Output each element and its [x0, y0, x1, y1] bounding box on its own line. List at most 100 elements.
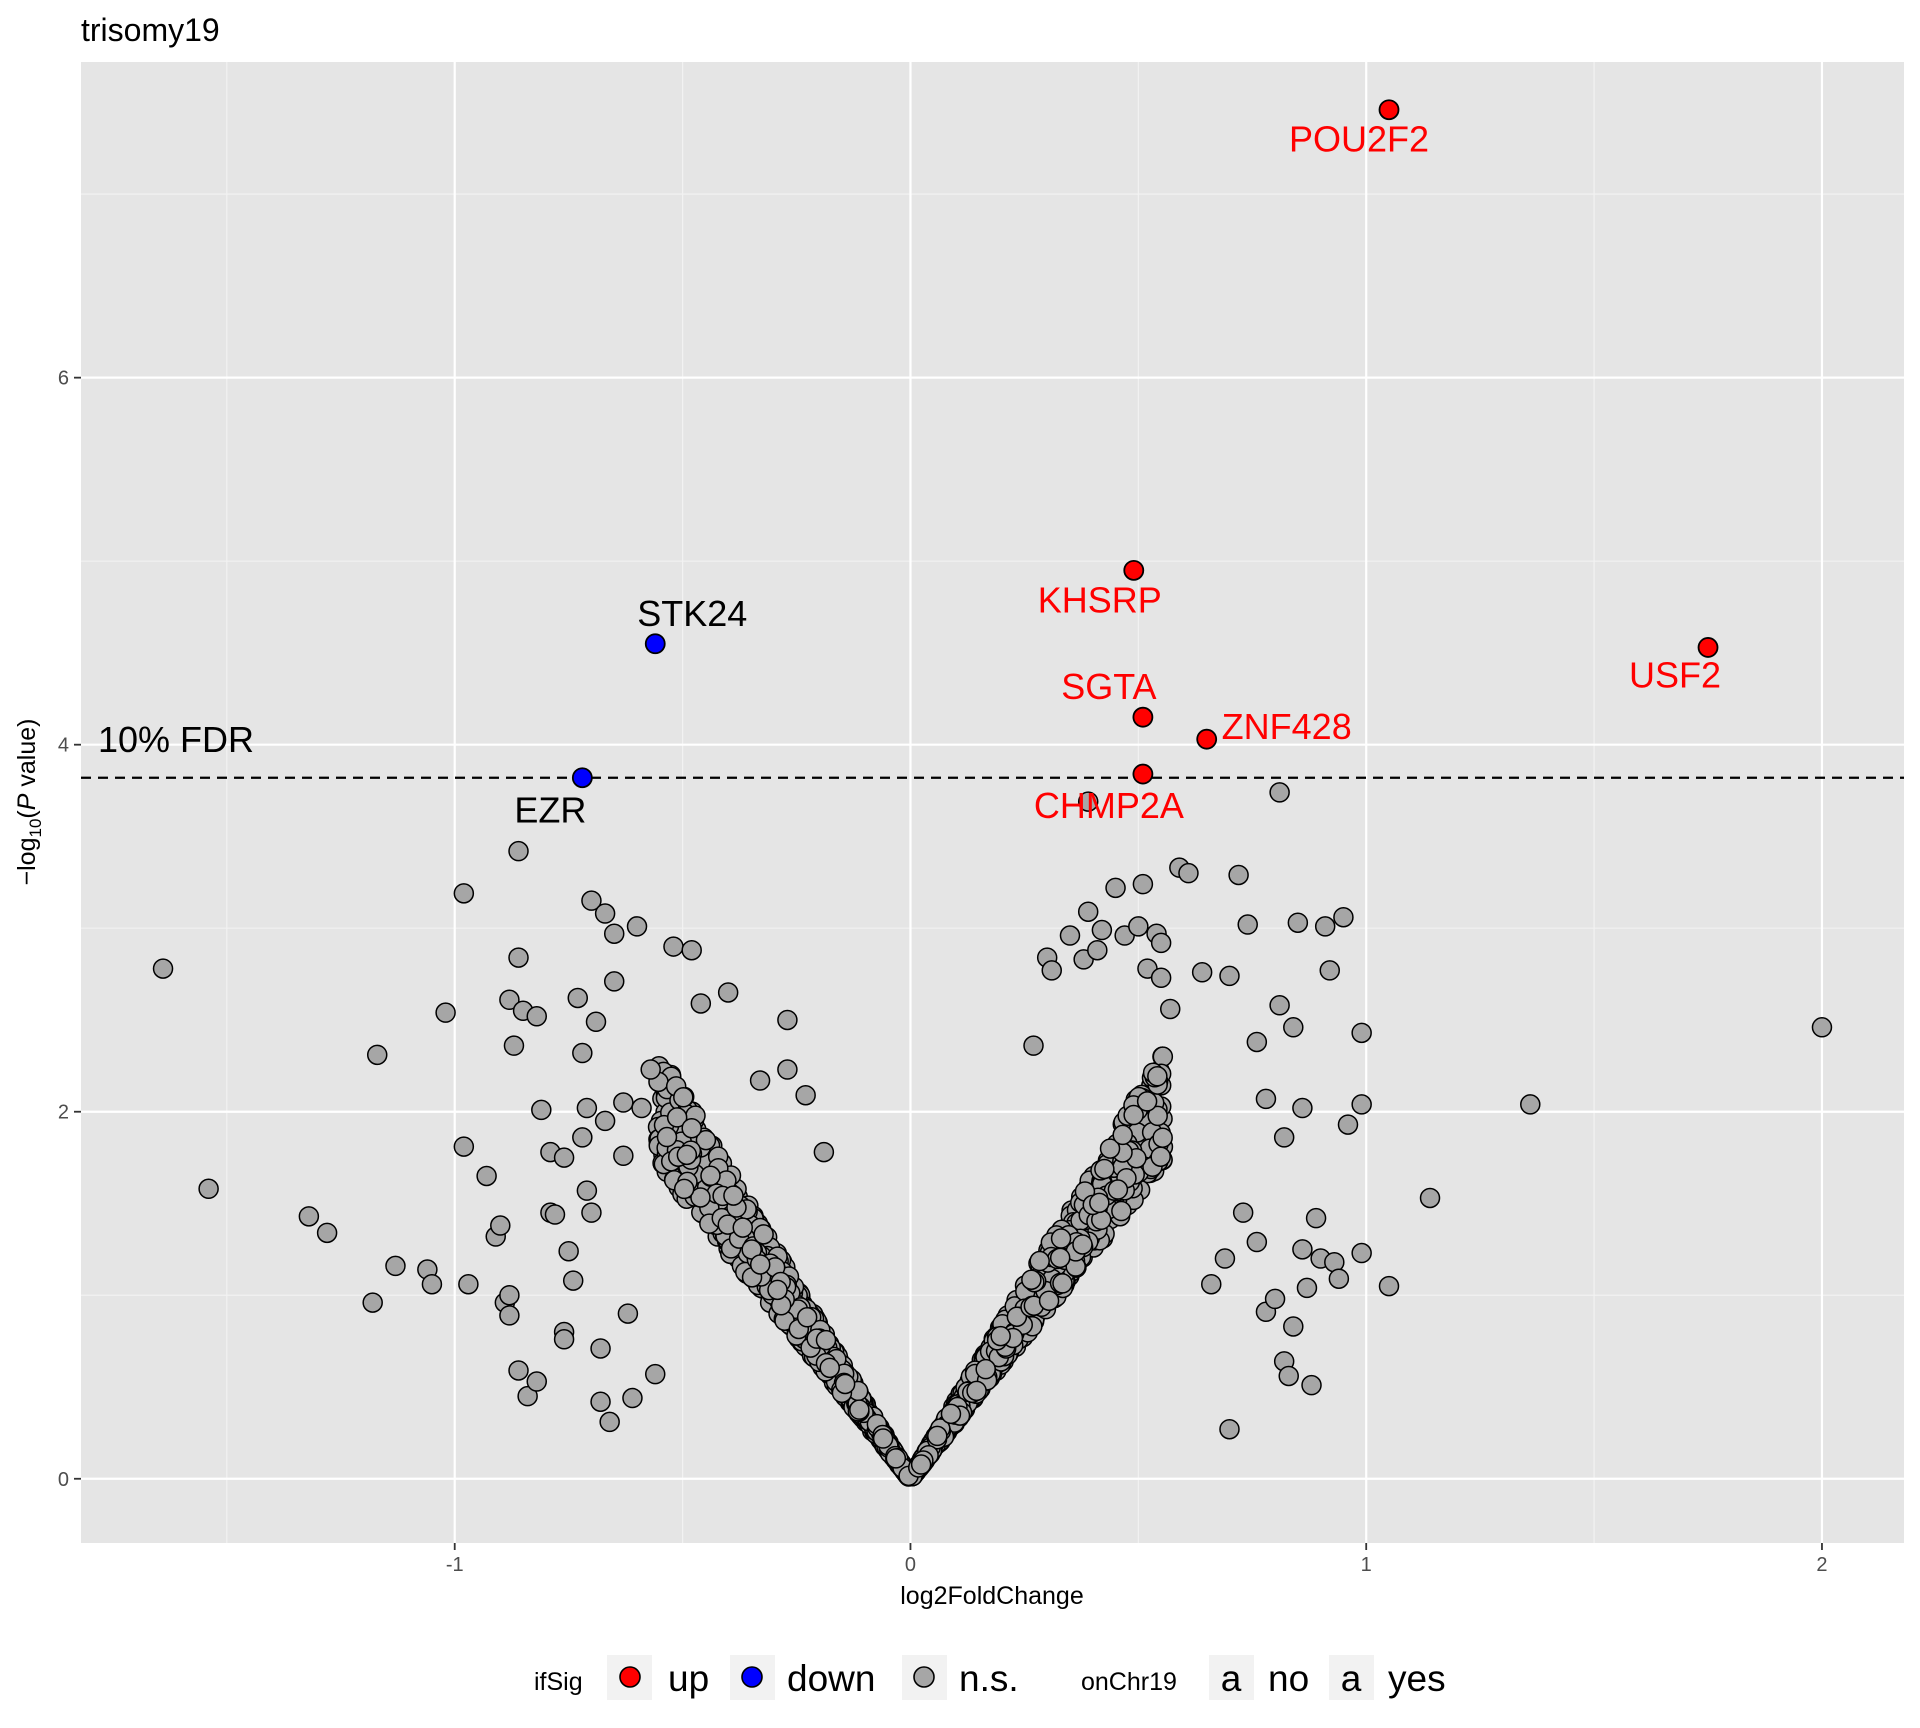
ns-point	[1301, 1374, 1322, 1396]
ns-point	[1077, 791, 1099, 812]
ns-point	[499, 1284, 520, 1306]
ns-point	[1087, 939, 1108, 961]
legend-chr-title: onChr19	[1081, 1668, 1177, 1696]
ns-point	[700, 1165, 721, 1187]
ns-point	[1314, 916, 1336, 937]
ns-point	[1123, 1104, 1144, 1126]
x-tick-label: 0	[905, 1554, 916, 1576]
ns-point	[599, 1411, 620, 1433]
legend-sig-title: ifSig	[534, 1668, 583, 1696]
y-tick-label: 2	[58, 1102, 69, 1124]
ns-point	[594, 1110, 616, 1132]
ns-point	[385, 1255, 406, 1277]
ns-point	[1052, 1273, 1073, 1294]
ns-point	[585, 1011, 607, 1033]
ns-point	[1246, 1231, 1268, 1253]
ns-point	[572, 1042, 593, 1064]
ns-point	[1111, 1200, 1132, 1222]
sig-point-chmp2a	[1132, 763, 1154, 785]
ns-point	[1292, 1239, 1313, 1260]
ns-point	[1128, 916, 1149, 937]
ns-point	[966, 1380, 987, 1402]
ns-point	[1328, 1268, 1350, 1289]
ns-point	[1150, 1146, 1171, 1167]
ns-point	[1287, 912, 1309, 933]
gene-label-usf2: USF2	[1629, 654, 1721, 695]
ns-point	[1319, 960, 1341, 981]
ns-point	[1105, 877, 1126, 899]
ns-point	[1269, 782, 1290, 803]
ns-point	[1333, 906, 1354, 928]
significant-points	[571, 99, 1719, 789]
y-tick-label: 6	[58, 368, 69, 390]
legend-key-up	[619, 1666, 641, 1688]
ns-point	[567, 987, 589, 1009]
legend-key-down	[741, 1666, 763, 1688]
ns-point	[673, 1087, 694, 1108]
legend-key-yes: a	[1341, 1658, 1362, 1699]
ns-point	[490, 1215, 511, 1236]
ns-point	[1147, 1105, 1168, 1127]
ns-point	[576, 1097, 598, 1119]
ns-point	[366, 1044, 388, 1066]
ns-point	[631, 1097, 652, 1119]
ns-point	[910, 1454, 932, 1475]
ns-point	[815, 1329, 837, 1351]
ns-point	[152, 958, 174, 979]
ns-point	[1232, 1202, 1254, 1223]
fdr-label: 10% FDR	[98, 719, 254, 760]
ns-point	[1219, 1418, 1240, 1440]
y-tick-label: 4	[58, 735, 69, 757]
ns-point	[640, 1059, 661, 1080]
ns-point	[562, 1270, 584, 1291]
ns-point	[572, 1127, 593, 1148]
ns-point	[644, 1363, 666, 1385]
ns-point	[1112, 1124, 1133, 1146]
ns-point	[594, 903, 616, 924]
ns-point	[767, 1279, 788, 1301]
ns-point	[717, 982, 739, 1003]
ns-point	[1214, 1248, 1236, 1269]
ns-point	[1283, 1316, 1304, 1337]
gene-label-pou2f2: POU2F2	[1289, 119, 1429, 160]
ns-point	[1050, 1228, 1072, 1249]
ns-point	[581, 1202, 602, 1223]
legend-key-bg	[1209, 1655, 1254, 1700]
gene-label-khsrp: KHSRP	[1038, 579, 1162, 620]
ns-point	[663, 936, 684, 957]
ns-point	[1219, 965, 1240, 987]
ns-point	[1305, 1207, 1327, 1229]
ns-point	[1351, 1022, 1372, 1044]
legend-label-no: no	[1268, 1658, 1309, 1699]
x-tick-label: -1	[446, 1554, 464, 1576]
ns-point	[617, 1303, 639, 1324]
ns-point	[1107, 1179, 1129, 1200]
ns-point	[590, 1391, 611, 1412]
ns-point	[749, 1070, 771, 1091]
ns-point	[1150, 967, 1172, 989]
ns-point	[885, 1448, 907, 1469]
ns-point	[553, 1329, 575, 1350]
legend-label-up: up	[668, 1658, 709, 1699]
ns-point	[849, 1399, 870, 1420]
ns-point	[1191, 962, 1213, 983]
ns-point	[298, 1206, 320, 1227]
y-axis: 0 2 4 6	[58, 368, 81, 1491]
gene-label-ezr: EZR	[514, 790, 586, 831]
ns-point	[626, 916, 648, 937]
sig-point-znf428	[1196, 728, 1218, 750]
ns-point	[666, 1107, 688, 1128]
ns-point	[499, 1305, 520, 1326]
ns-point	[1038, 1290, 1060, 1311]
sig-point-sgta	[1132, 706, 1154, 728]
ns-point	[656, 1126, 678, 1148]
ns-point	[1246, 1031, 1268, 1053]
plot-panel	[81, 62, 1904, 1543]
legend-key-ns	[913, 1666, 935, 1688]
ns-point	[940, 1403, 962, 1425]
ns-point	[927, 1425, 948, 1447]
ns-point	[690, 993, 712, 1014]
legend: ifSig up down n.s. onChr19 a no a yes	[534, 1655, 1446, 1700]
ns-point	[1077, 901, 1099, 922]
ns-point	[590, 1338, 611, 1359]
